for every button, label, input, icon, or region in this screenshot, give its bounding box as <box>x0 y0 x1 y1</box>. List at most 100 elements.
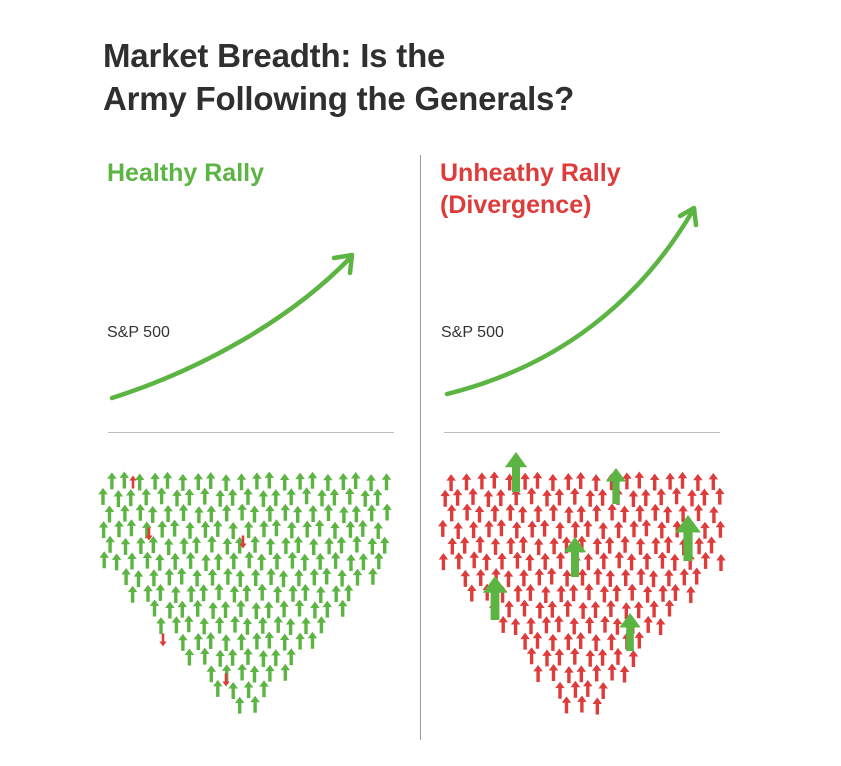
stock-arrow <box>641 519 652 537</box>
stock-arrow <box>271 519 282 537</box>
stock-arrow <box>330 551 341 569</box>
stock-arrow <box>555 521 565 539</box>
declining-stock-arrow <box>239 535 247 549</box>
stock-arrow <box>177 600 188 618</box>
stock-arrow <box>256 553 267 571</box>
stock-arrow <box>265 664 275 682</box>
stock-arrow <box>562 569 572 587</box>
stock-arrow <box>339 506 349 524</box>
stock-arrow <box>517 505 528 523</box>
stock-arrow <box>295 472 305 490</box>
stock-arrow <box>142 521 152 539</box>
stock-arrow <box>346 554 356 571</box>
stock-arrow <box>184 488 195 506</box>
stock-arrow <box>120 537 131 555</box>
stock-arrow <box>541 586 551 603</box>
stock-arrow <box>323 473 333 491</box>
stock-arrow <box>526 487 537 505</box>
stock-arrow <box>316 586 326 603</box>
stock-arrow <box>324 537 334 555</box>
stock-arrow <box>577 535 587 553</box>
stock-arrow <box>694 537 704 555</box>
stock-arrow <box>223 567 233 585</box>
stock-arrow <box>98 521 109 539</box>
stock-arrow <box>561 536 572 554</box>
stock-arrow <box>491 568 501 586</box>
stock-arrow <box>301 617 311 635</box>
stock-arrow <box>612 617 623 635</box>
stock-arrow <box>252 472 262 490</box>
stock-arrow <box>307 471 318 489</box>
stock-arrow <box>649 473 660 491</box>
stock-arrow <box>658 584 668 602</box>
stock-arrow <box>628 650 639 667</box>
stock-arrow <box>243 647 253 665</box>
stock-arrow <box>679 568 690 586</box>
stock-arrow <box>251 602 262 620</box>
stock-arrow <box>599 585 610 603</box>
panel-divider <box>420 155 421 740</box>
stock-arrow <box>577 568 588 586</box>
stock-arrow <box>575 472 586 490</box>
stock-arrow <box>664 599 675 617</box>
stock-arrow <box>532 631 543 649</box>
unhealthy-index-curve <box>444 209 695 397</box>
stock-arrow <box>366 474 376 492</box>
stock-arrow <box>526 617 536 635</box>
stock-arrow <box>556 585 566 603</box>
stock-arrow <box>489 471 500 489</box>
stock-arrow <box>607 503 617 521</box>
stock-arrow <box>215 649 225 667</box>
stock-arrow <box>336 536 347 554</box>
stock-arrow <box>169 519 180 537</box>
stock-arrow <box>316 616 327 634</box>
stock-arrow <box>526 647 537 665</box>
stock-arrow <box>576 665 587 683</box>
stock-arrow <box>237 663 247 681</box>
stock-arrow <box>178 504 189 522</box>
stock-arrow <box>628 490 639 507</box>
stock-arrow <box>481 553 492 571</box>
stock-arrow <box>329 488 340 506</box>
stock-arrow <box>606 600 616 618</box>
stock-arrow <box>562 599 573 617</box>
stock-arrow <box>142 551 153 569</box>
stock-arrow <box>258 616 268 634</box>
healthy-index-curve <box>109 255 353 401</box>
stock-arrow <box>477 472 487 490</box>
stock-arrow <box>570 647 580 665</box>
stock-arrow <box>227 648 238 666</box>
stock-arrow <box>700 521 710 539</box>
stock-arrow <box>185 551 196 569</box>
unhealthy-rally-title-line-1: Unheathy Rally <box>440 159 621 187</box>
title-line-1: Market Breadth: Is the <box>103 37 446 74</box>
stock-arrow <box>709 506 719 524</box>
stock-arrow <box>345 520 356 538</box>
stock-arrow <box>126 489 136 507</box>
stock-arrow <box>438 553 449 571</box>
stock-arrow <box>570 680 581 698</box>
stock-arrow <box>379 536 390 554</box>
stock-arrow <box>505 503 516 521</box>
stock-arrow <box>126 519 137 537</box>
stock-arrow <box>643 615 653 633</box>
stock-arrow <box>250 568 261 586</box>
stock-arrow <box>564 506 574 524</box>
stock-arrow <box>570 520 581 538</box>
stock-arrow <box>287 551 298 569</box>
stock-arrow <box>440 489 450 507</box>
stock-arrow <box>243 681 254 699</box>
healthy-baseline <box>108 432 394 433</box>
stock-arrow <box>678 504 688 522</box>
stock-arrow <box>459 536 470 554</box>
stock-arrow <box>475 568 486 586</box>
stock-arrow <box>121 568 131 586</box>
stock-arrow <box>563 632 574 650</box>
stock-arrow <box>554 488 565 506</box>
stock-arrow <box>533 538 544 556</box>
stock-arrow <box>308 538 319 556</box>
stock-arrow <box>570 487 580 505</box>
leader-stock-arrow <box>563 537 587 577</box>
stock-arrow <box>134 473 145 491</box>
stock-arrow <box>699 488 710 506</box>
